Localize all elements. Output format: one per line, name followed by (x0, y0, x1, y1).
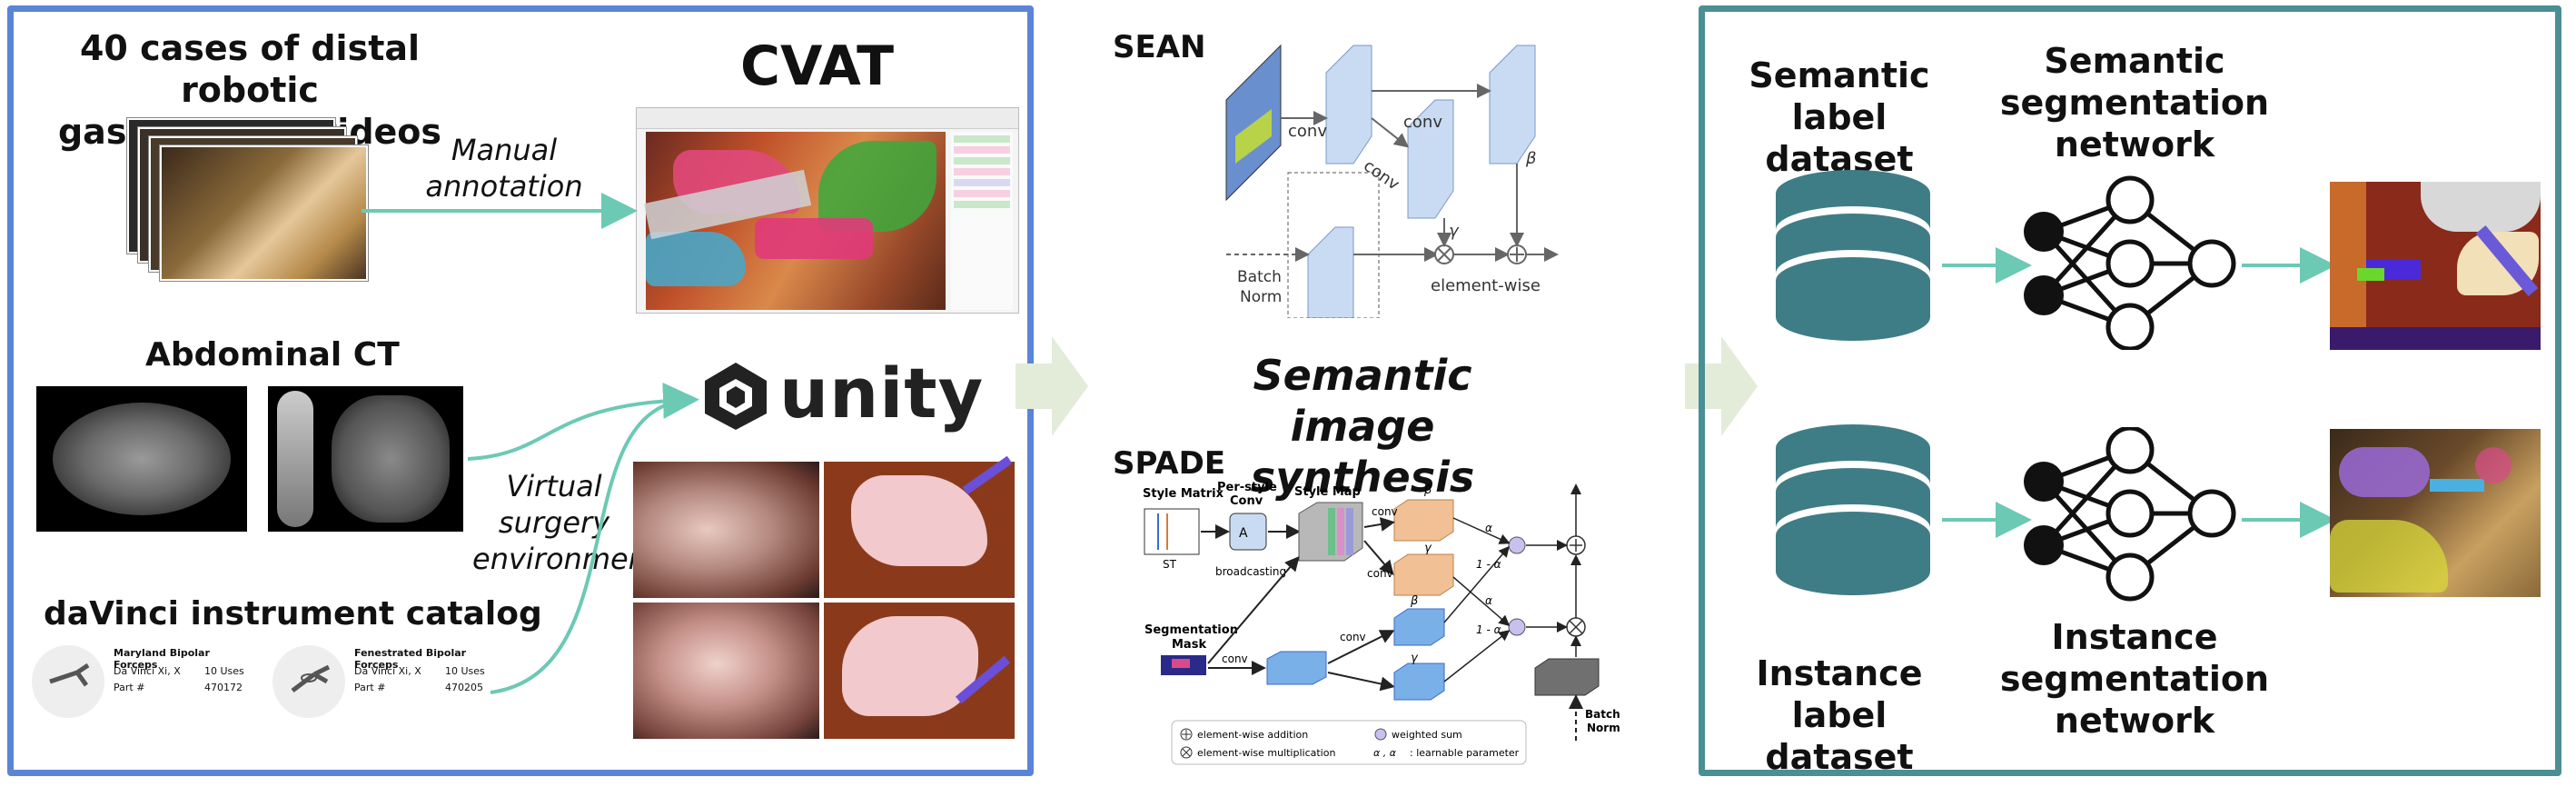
catalog-item-part: 470172 (204, 682, 243, 693)
spade-one-minus-ag: 1 - α (1476, 623, 1501, 636)
sean-batch-norm-1: Batch (1237, 268, 1282, 286)
spade-st: ST (1163, 558, 1177, 571)
spade-gamma-s-block (1393, 553, 1454, 596)
spade-alpha-g: α (1485, 594, 1492, 607)
sean-batch-norm-2: Norm (1240, 288, 1282, 306)
catalog-item-part-label: Part # (354, 682, 386, 693)
ct-title: Abdominal CT (145, 336, 400, 374)
spade-conv-b: conv (1367, 567, 1393, 580)
right-panel-arrows (1942, 247, 2336, 538)
maryland-forceps-icon (32, 645, 104, 718)
spade-batch-norm-2: Norm (1587, 722, 1620, 734)
spade-gamma-o: γ (1411, 652, 1419, 665)
cvat-title: CVAT (740, 35, 895, 98)
catalog-item-model: Da Vinci Xi, X (354, 665, 421, 677)
instance-output-image (2330, 429, 2541, 597)
spade-legend-wsum: weighted sum (1392, 729, 1462, 741)
ct-to-unity-arrow (467, 382, 699, 461)
semantic-database-icon (1776, 170, 1930, 341)
instance-dataset-title: Instance label dataset (1756, 653, 1923, 777)
catalog-title: daVinci instrument catalog (44, 595, 542, 633)
fenestrated-forceps-icon (272, 645, 345, 718)
spade-conv-a: conv (1372, 505, 1398, 518)
spade-conv-c: conv (1222, 653, 1248, 665)
unity-title: unity (779, 353, 985, 433)
ct-axial-image (36, 386, 247, 532)
right-panel (1699, 5, 2561, 776)
spade-diagram: Style Matrix ST Per-style Conv A broadca… (1143, 481, 1620, 765)
spade-broadcasting: broadcasting (1215, 565, 1286, 578)
manual-annotation-label: Manual annotation (425, 133, 583, 204)
video-frames-stack (127, 118, 368, 281)
spade-beta-s-block (1393, 499, 1454, 542)
catalog-item-part: 470205 (445, 682, 483, 693)
spade-legend-mul: element-wise multiplication (1197, 747, 1335, 759)
sean-gamma: γ (1449, 222, 1460, 241)
semantic-output-image (2330, 182, 2541, 350)
spade-aij: A (1239, 526, 1248, 541)
semantic-network-icon (2024, 175, 2236, 350)
left-panel-arrows (362, 193, 699, 694)
big-arrow-right (1685, 336, 1758, 436)
catalog-item-uses: 10 Uses (445, 665, 485, 677)
spade-beta-o-block (1393, 608, 1445, 646)
sean-label: SEAN (1113, 29, 1206, 65)
spade-style-map: Style Map (1294, 485, 1361, 499)
instance-database-icon (1776, 424, 1930, 595)
spade-per-style-conv-1: Per-style (1217, 481, 1277, 494)
sean-beta: β (1525, 149, 1537, 168)
spade-conv-d: conv (1340, 631, 1366, 643)
instance-network-title: Instance segmentation network (1999, 617, 2270, 741)
ct-coronal-image (268, 386, 463, 532)
catalog-item-model: Da Vinci Xi, X (114, 665, 181, 677)
spade-seg-mask-1: Segmentation (1144, 623, 1238, 637)
unity-logo-icon (699, 359, 772, 432)
catalog-to-unity-arrow (490, 398, 689, 694)
spade-legend-add: element-wise addition (1197, 729, 1308, 741)
instance-network-icon (2024, 427, 2236, 602)
catalog-item-part-label: Part # (114, 682, 145, 693)
catalog-item-name: Fenestrated Bipolar Forceps (354, 647, 467, 671)
semantic-network-title: Semantic segmentation network (1999, 41, 2270, 164)
cvat-screenshot (636, 107, 1019, 314)
virtual-surgery-label: Virtual surgery environment (472, 469, 659, 576)
spade-style-matrix: Style Matrix (1143, 487, 1224, 501)
catalog-item-maryland: Maryland Bipolar Forceps Da Vinci Xi, X … (32, 645, 250, 736)
sean-conv-1: conv (1288, 122, 1327, 141)
spade-label: SPADE (1113, 445, 1226, 482)
spade-legend-param-sym: α , α (1373, 747, 1397, 759)
spade-gamma-s: γ (1424, 542, 1432, 555)
catalog-item-name: Maryland Bipolar Forceps (114, 647, 210, 671)
sean-conv-2: conv (1403, 113, 1442, 132)
spade-beta-o: β (1410, 594, 1418, 608)
sean-conv-3: conv (1360, 156, 1403, 194)
spade-alpha-b: α (1485, 522, 1492, 534)
spade-per-style-conv-2: Conv (1230, 494, 1263, 508)
spade-batch-norm-1: Batch (1585, 708, 1620, 721)
big-arrow-left (1016, 336, 1088, 436)
sean-diagram: conv conv conv γ β Batch Norm element-wi… (1225, 44, 1559, 318)
spade-one-minus-ab: 1 - α (1476, 558, 1501, 571)
spade-seg-mask-2: Mask (1172, 638, 1206, 652)
catalog-item-uses: 10 Uses (204, 665, 244, 677)
spade-gamma-o-block (1393, 662, 1445, 701)
spade-beta-s: β (1423, 483, 1432, 497)
virtual-surgery-renders (633, 455, 1015, 739)
spade-legend-param: : learnable parameter (1410, 747, 1520, 759)
synthesis-title: Semantic image synthesis (1250, 351, 1475, 502)
sean-element-wise: element-wise (1431, 276, 1541, 295)
catalog-item-fenestrated: Fenestrated Bipolar Forceps Da Vinci Xi,… (272, 645, 490, 736)
